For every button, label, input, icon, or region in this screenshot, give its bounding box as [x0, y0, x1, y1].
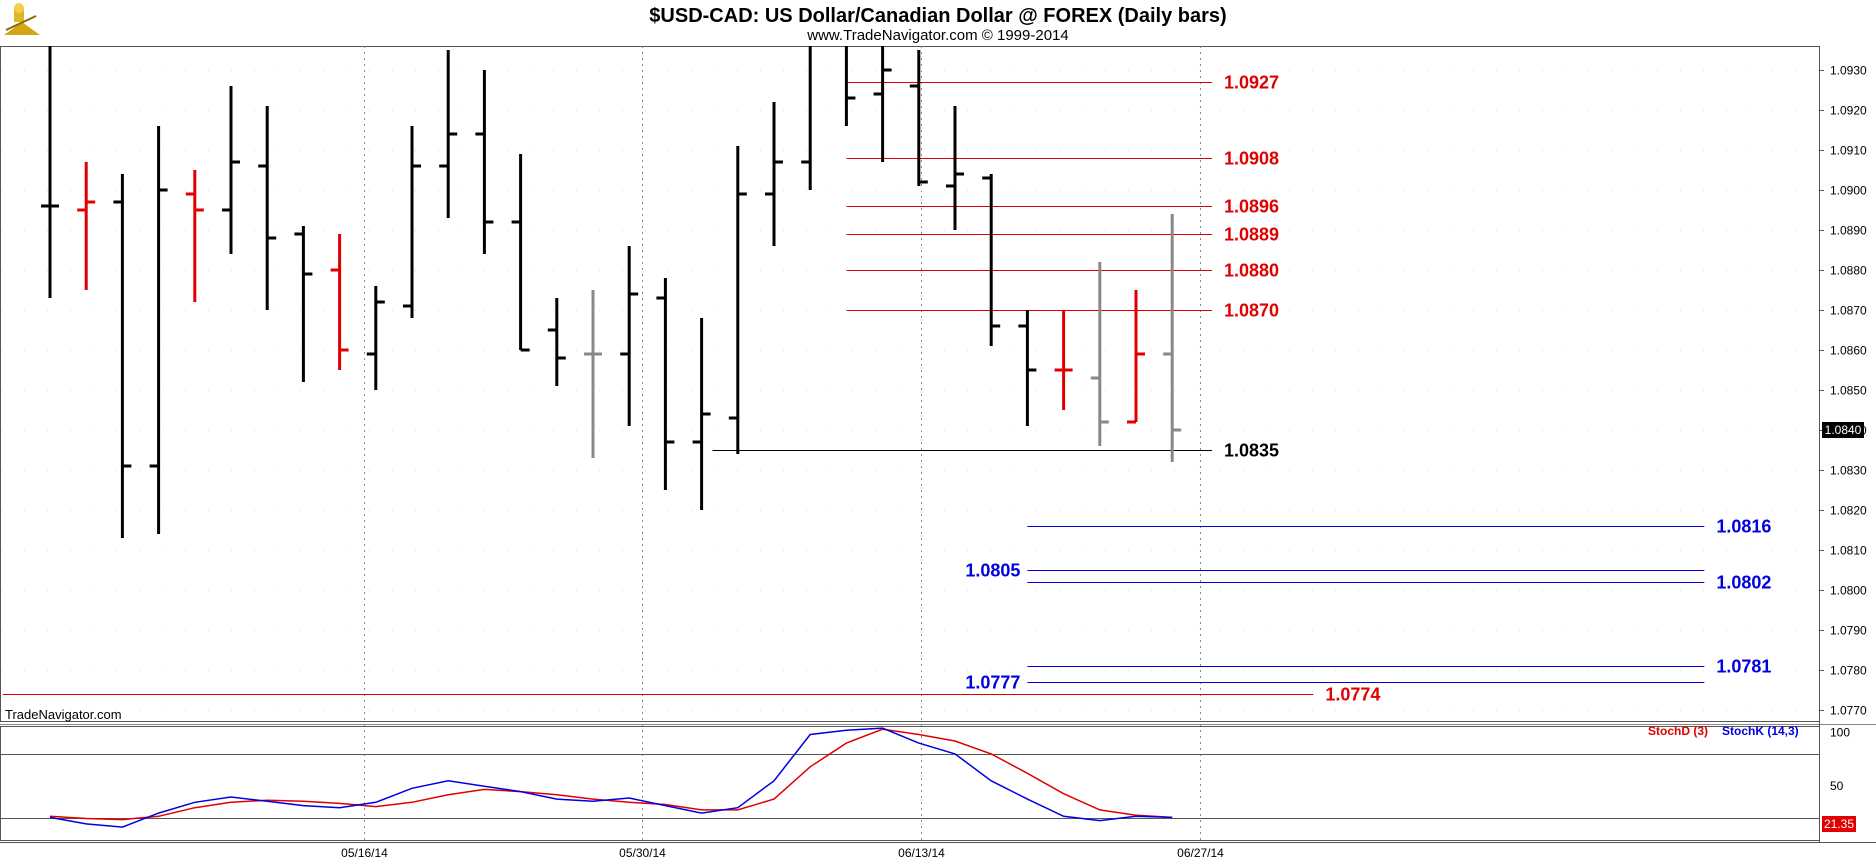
ohlc-bar	[547, 298, 566, 386]
ohlc-bar	[258, 106, 277, 310]
ohlc-bar	[844, 46, 856, 126]
price-tick-label: 1.0770	[1830, 704, 1867, 718]
price-tick-label: 1.0800	[1830, 584, 1867, 598]
ohlc-bar	[77, 162, 96, 290]
ohlc-bar	[620, 246, 639, 426]
ohlc-bar	[982, 174, 1001, 346]
ohlc-bar	[873, 46, 892, 162]
ohlc-bar	[294, 226, 313, 382]
level-label: 1.0774	[1325, 685, 1380, 705]
date-label: 05/16/14	[341, 846, 388, 860]
grid	[1, 46, 1819, 842]
stoch-tick-label: 50	[1830, 779, 1844, 793]
trade-navigator-logo	[4, 3, 40, 35]
level-lines: 1.0927 1.0908 1.0896 1.0889 1.0880 1.0870 1.08…	[2, 73, 1771, 705]
price-bars	[41, 46, 1182, 538]
price-tick-label: 1.0850	[1830, 384, 1867, 398]
stoch-value-tag: 21.35	[1822, 816, 1856, 832]
level-label: 1.0889	[1224, 225, 1279, 245]
ohlc-bar	[765, 102, 783, 246]
ohlc-bar	[584, 290, 602, 458]
ohlc-bar	[330, 234, 349, 370]
ohlc-bar	[149, 126, 168, 534]
stoch-d-line	[49, 728, 1173, 821]
ohlc-bar	[1090, 262, 1109, 446]
price-tick-label: 1.0900	[1830, 184, 1867, 198]
ohlc-bar	[1018, 310, 1037, 426]
ohlc-bar	[222, 86, 240, 254]
ohlc-bar	[1054, 310, 1073, 410]
ohlc-bar	[692, 318, 711, 510]
date-label: 05/30/14	[619, 846, 666, 860]
stoch-d-legend: StochD (3)	[1648, 724, 1708, 738]
ohlc-bar	[185, 170, 204, 302]
level-label: 1.0927	[1224, 73, 1279, 93]
level-label: 1.0880	[1224, 261, 1279, 281]
level-label: 1.0835	[1224, 441, 1279, 461]
ohlc-bar	[946, 106, 964, 230]
ohlc-bar	[801, 46, 812, 190]
level-label: 1.0805	[965, 561, 1020, 581]
price-panel-frame	[0, 46, 1820, 722]
level-label: 1.0896	[1224, 197, 1279, 217]
ohlc-bar	[909, 50, 928, 186]
price-tick-label: 1.0820	[1830, 504, 1867, 518]
date-axis: 05/16/14 05/30/14 06/13/14 06/27/14	[341, 846, 1224, 860]
price-axis: 1.0930 1.0920 1.0910 1.0900 1.0890 1.0880 1.08…	[1819, 64, 1867, 718]
stoch-k-line	[49, 727, 1173, 828]
ohlc-bar	[366, 286, 385, 390]
level-label: 1.0816	[1716, 517, 1771, 537]
ohlc-bar	[475, 70, 494, 254]
price-tick-label: 1.0890	[1830, 224, 1867, 238]
ohlc-bar	[1163, 214, 1182, 462]
price-tick-label: 1.0780	[1830, 664, 1867, 678]
date-label: 06/27/14	[1177, 846, 1224, 860]
stochastic-panel: 100 50	[1, 725, 1850, 828]
price-tick-label: 1.0910	[1830, 144, 1867, 158]
price-tick-label: 1.0860	[1830, 344, 1867, 358]
date-label: 06/13/14	[898, 846, 945, 860]
chart-title: $USD-CAD: US Dollar/Canadian Dollar @ FO…	[649, 5, 1226, 27]
price-tick-label: 1.0880	[1830, 264, 1867, 278]
ohlc-bar	[511, 154, 530, 352]
level-label: 1.0777	[965, 673, 1020, 693]
price-tick-label: 1.0920	[1830, 104, 1867, 118]
ohlc-bar	[1127, 290, 1145, 424]
ohlc-bar	[439, 50, 458, 218]
price-tick-label: 1.0830	[1830, 464, 1867, 478]
stoch-value-label: 21.35	[1824, 817, 1854, 831]
stoch-k-legend: StochK (14,3)	[1722, 724, 1799, 738]
level-label: 1.0802	[1716, 573, 1771, 593]
stoch-tick-label: 100	[1830, 725, 1850, 739]
price-tick-label: 1.0810	[1830, 544, 1867, 558]
price-tick-label: 1.0790	[1830, 624, 1867, 638]
ohlc-bar	[403, 126, 421, 318]
ohlc-bar	[113, 174, 132, 538]
price-tick-label: 1.0930	[1830, 64, 1867, 78]
ohlc-bar	[41, 46, 59, 298]
stochastic-panel-frame	[0, 726, 1820, 841]
level-label: 1.0908	[1224, 149, 1279, 169]
current-price-tag: 1.0840	[1822, 422, 1864, 438]
ohlc-bar	[656, 278, 675, 490]
level-label: 1.0781	[1716, 657, 1771, 677]
price-tick-label: 1.0870	[1830, 304, 1867, 318]
watermark: TradeNavigator.com	[5, 707, 122, 722]
ohlc-bar	[728, 146, 747, 454]
chart-subtitle: www.TradeNavigator.com © 1999-2014	[806, 27, 1068, 44]
level-label: 1.0870	[1224, 301, 1279, 321]
current-price-label: 1.0840	[1825, 423, 1862, 437]
